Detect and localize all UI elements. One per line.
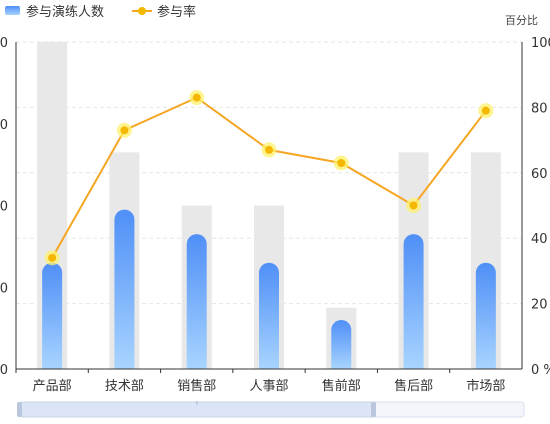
- left-tick-label: 0: [0, 118, 8, 133]
- legend-bar-label[interactable]: 参与演练人数: [26, 4, 104, 20]
- x-tick-label: 人事部: [249, 379, 288, 394]
- right-tick-label: 40: [531, 232, 548, 247]
- x-tick-label: 市场部: [466, 378, 505, 394]
- rate-point[interactable]: [265, 145, 273, 154]
- bar[interactable]: [259, 262, 279, 369]
- right-axis-title: 百分比: [505, 14, 538, 27]
- bar-series: [42, 209, 496, 369]
- rate-point[interactable]: [481, 106, 490, 115]
- rate-point[interactable]: [48, 253, 57, 262]
- line-series: [44, 90, 494, 266]
- legend-line-marker[interactable]: [138, 7, 146, 15]
- bar[interactable]: [186, 234, 207, 369]
- bar[interactable]: [42, 262, 63, 369]
- zoom-slider-left-handle[interactable]: [17, 402, 22, 417]
- left-tick-label: 0: [0, 281, 8, 296]
- legend-bar-swatch[interactable]: [5, 6, 20, 15]
- x-tick-label: 售前部: [322, 378, 361, 394]
- right-tick-label: 0 %: [531, 363, 550, 378]
- zoom-slider-right-handle[interactable]: [371, 402, 376, 417]
- rate-point[interactable]: [120, 126, 129, 135]
- rate-point[interactable]: [192, 93, 201, 102]
- left-tick-label: 0: [0, 36, 8, 51]
- bar[interactable]: [475, 262, 496, 369]
- x-tick-label: 销售部: [177, 378, 216, 394]
- right-tick-label: 60: [531, 167, 548, 182]
- right-tick-label: 100: [531, 36, 550, 51]
- axis-tick-labels: 0 0 0 0 0 0 % 20 40 60 80 100: [0, 36, 550, 378]
- x-tick-label: 售后部: [394, 378, 433, 394]
- rate-point[interactable]: [337, 158, 346, 167]
- bar[interactable]: [114, 209, 135, 369]
- bar[interactable]: [331, 319, 352, 369]
- x-tick-label: 技术部: [105, 379, 144, 394]
- legend[interactable]: 参与演练人数 参与率: [5, 4, 196, 20]
- zoom-slider[interactable]: [17, 401, 525, 418]
- rate-point[interactable]: [409, 201, 418, 210]
- right-tick-label: 80: [531, 101, 548, 116]
- left-tick-label: 0: [0, 200, 8, 215]
- x-axis-labels: 产品部 技术部 销售部 人事部 售前部 售后部 市场部: [15, 369, 505, 394]
- bar[interactable]: [403, 234, 424, 369]
- left-tick-label: 0: [0, 363, 8, 378]
- x-tick-label: 产品部: [33, 379, 72, 394]
- legend-line-label[interactable]: 参与率: [157, 4, 196, 20]
- right-tick-label: 20: [531, 298, 548, 313]
